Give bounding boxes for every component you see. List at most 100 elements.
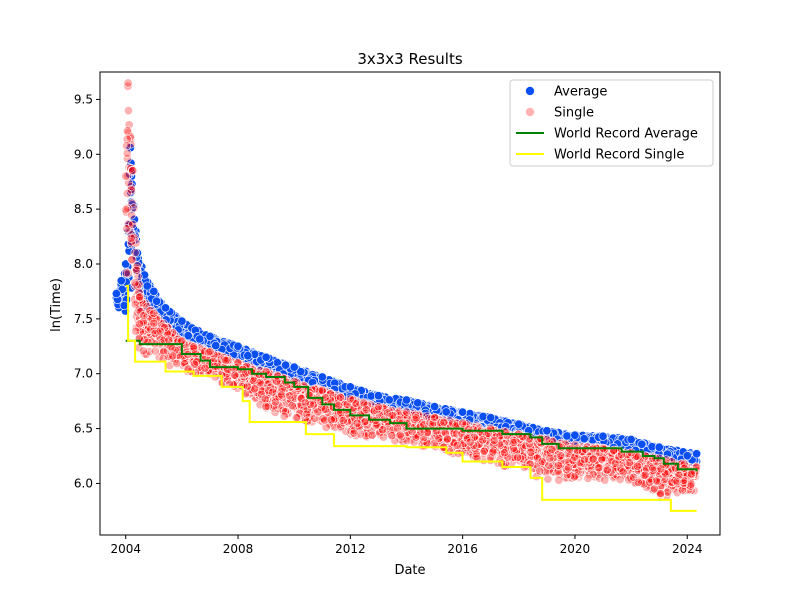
average-series-point	[243, 351, 253, 361]
average-series-point	[441, 407, 451, 417]
single-series-point	[128, 166, 138, 176]
average-series-point	[111, 289, 121, 299]
single-series-point	[300, 398, 310, 408]
single-series-point	[126, 233, 136, 243]
single-series-point	[210, 372, 220, 382]
single-series-point	[610, 458, 620, 468]
legend-world-record-average-label: World Record Average	[554, 127, 698, 142]
average-series-point	[296, 367, 306, 377]
average-series-point	[401, 395, 411, 405]
x-tick-label: 2016	[447, 542, 478, 556]
y-tick-label: 6.0	[74, 476, 93, 490]
single-series-point	[387, 431, 397, 441]
average-series-point	[373, 391, 383, 401]
single-series-point	[155, 326, 165, 336]
x-tick-label: 2012	[335, 542, 366, 556]
y-tick-label: 6.5	[74, 422, 93, 436]
x-tick-label: 2020	[560, 542, 591, 556]
single-series-point	[434, 433, 444, 443]
average-series-point	[211, 341, 221, 351]
single-series-point	[302, 409, 312, 419]
single-series-point	[401, 407, 411, 417]
single-series-point	[513, 452, 523, 462]
average-series-point	[562, 431, 572, 441]
single-series-point	[121, 171, 131, 181]
average-series-point	[626, 434, 636, 444]
single-series-point	[345, 394, 355, 404]
single-series-point	[122, 141, 132, 151]
single-series-point	[583, 473, 593, 483]
average-series-point	[161, 303, 171, 313]
average-series-point	[129, 214, 139, 224]
single-series-point	[130, 248, 140, 258]
single-series-point	[593, 463, 603, 473]
single-series-point	[233, 358, 243, 368]
single-series-point	[261, 401, 271, 411]
single-series-point	[439, 417, 449, 427]
x-tick-label: 2008	[223, 542, 254, 556]
average-series-point	[149, 286, 159, 296]
legend: Average Single World Record Average World R…	[509, 79, 714, 167]
single-series-point	[352, 418, 362, 428]
single-series-point	[579, 455, 589, 465]
single-series-point	[149, 308, 159, 318]
single-series-point	[230, 370, 240, 380]
average-series-point	[430, 402, 440, 412]
single-series-point	[430, 413, 440, 423]
single-series-point	[672, 477, 682, 487]
single-series-point	[361, 405, 371, 415]
single-series-point	[124, 106, 134, 116]
y-tick-label: 7.0	[74, 367, 93, 381]
single-series-point	[465, 437, 475, 447]
single-series-point	[122, 154, 132, 164]
single-series-point	[279, 411, 289, 421]
legend-single-label: Single	[554, 106, 594, 121]
average-series-point	[205, 331, 215, 341]
average-series-point	[654, 442, 664, 452]
single-series-point	[535, 466, 545, 476]
single-series-point	[255, 378, 265, 388]
single-series-point	[132, 265, 142, 275]
average-series-point	[116, 276, 126, 286]
single-series-point	[367, 430, 377, 440]
average-series-point	[345, 382, 355, 392]
single-series-point	[488, 447, 498, 457]
y-axis-label: ln(Time)	[49, 278, 64, 332]
average-series-point	[682, 451, 692, 461]
single-series-point	[651, 476, 661, 486]
single-series-point	[600, 475, 610, 485]
legend-average-label: Average	[554, 85, 607, 100]
single-series-point	[387, 410, 397, 420]
single-series-point	[499, 448, 509, 458]
average-series-point	[317, 372, 327, 382]
single-series-point	[569, 472, 579, 482]
legend-single-marker	[525, 107, 535, 117]
single-series-point	[633, 477, 643, 487]
single-series-point	[452, 440, 462, 450]
single-series-point	[205, 347, 215, 357]
x-tick-label: 2004	[110, 542, 141, 556]
single-series-point	[121, 205, 131, 215]
single-series-point	[334, 400, 344, 410]
single-series-point	[149, 318, 159, 328]
single-series-point	[320, 404, 330, 414]
single-series-point	[563, 463, 573, 473]
single-series-point	[624, 457, 634, 467]
average-series-point	[152, 296, 162, 306]
single-series-point	[172, 358, 182, 368]
single-series-point	[277, 390, 287, 400]
chart-title: 3x3x3 Results	[357, 50, 463, 68]
single-series-point	[373, 402, 383, 412]
average-series-point	[233, 341, 243, 351]
single-series	[121, 78, 702, 501]
average-series-point	[384, 395, 394, 405]
average-series-point	[195, 334, 205, 344]
single-series-point	[260, 394, 270, 404]
average-series-point	[121, 259, 131, 269]
single-series-point	[395, 430, 405, 440]
single-series-point	[122, 148, 132, 158]
single-series-point	[270, 397, 280, 407]
single-series-point	[130, 278, 140, 288]
single-series-point	[655, 488, 665, 498]
average-series-point	[261, 352, 271, 362]
